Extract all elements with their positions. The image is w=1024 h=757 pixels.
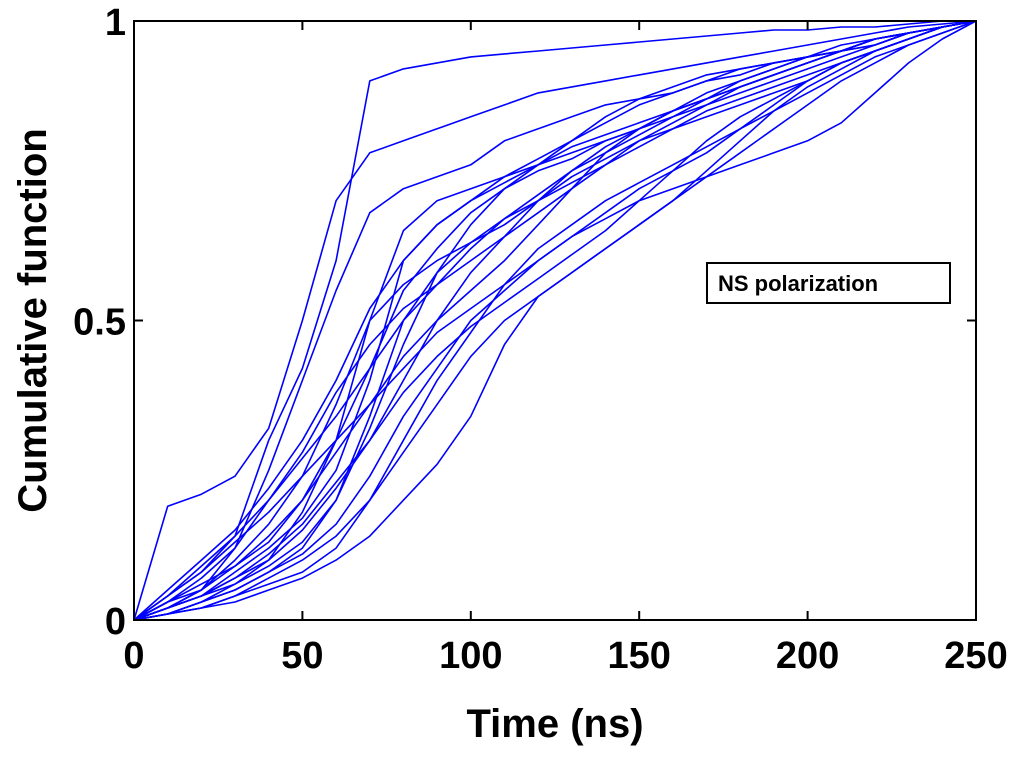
series-line-14: [133, 20, 977, 621]
legend-label: NS polarization: [718, 271, 878, 296]
series-line-19: [133, 20, 977, 621]
x-tick-label: 250: [944, 635, 1007, 677]
legend: NS polarization: [706, 262, 951, 304]
series-line-2: [133, 20, 977, 621]
series-line-16: [133, 20, 977, 621]
series-line-1: [133, 20, 976, 621]
x-tick-label: 0: [123, 635, 144, 677]
series-line-8: [133, 20, 977, 621]
x-tick-label: 50: [281, 635, 323, 677]
series-line-17: [133, 20, 977, 621]
y-tick-label: 0.5: [73, 302, 126, 344]
x-axis-title: Time (ns): [466, 702, 643, 746]
x-tick-label: 200: [776, 635, 839, 677]
y-axis-title: Cumulative function: [11, 128, 55, 512]
y-tick-label: 1: [105, 2, 126, 44]
series-line-5: [133, 20, 977, 621]
x-tick-label: 150: [607, 635, 670, 677]
series-line-12: [133, 20, 977, 621]
x-tick-label: 100: [439, 635, 502, 677]
series-line-20: [133, 20, 977, 621]
legend-box: [706, 262, 951, 304]
tick-layer: 0 50 100 150 200 250 0 0.5 1: [73, 2, 1008, 677]
y-tick-label: 0: [105, 601, 126, 643]
series-line-18: [133, 20, 977, 621]
series-layer: [133, 20, 977, 621]
